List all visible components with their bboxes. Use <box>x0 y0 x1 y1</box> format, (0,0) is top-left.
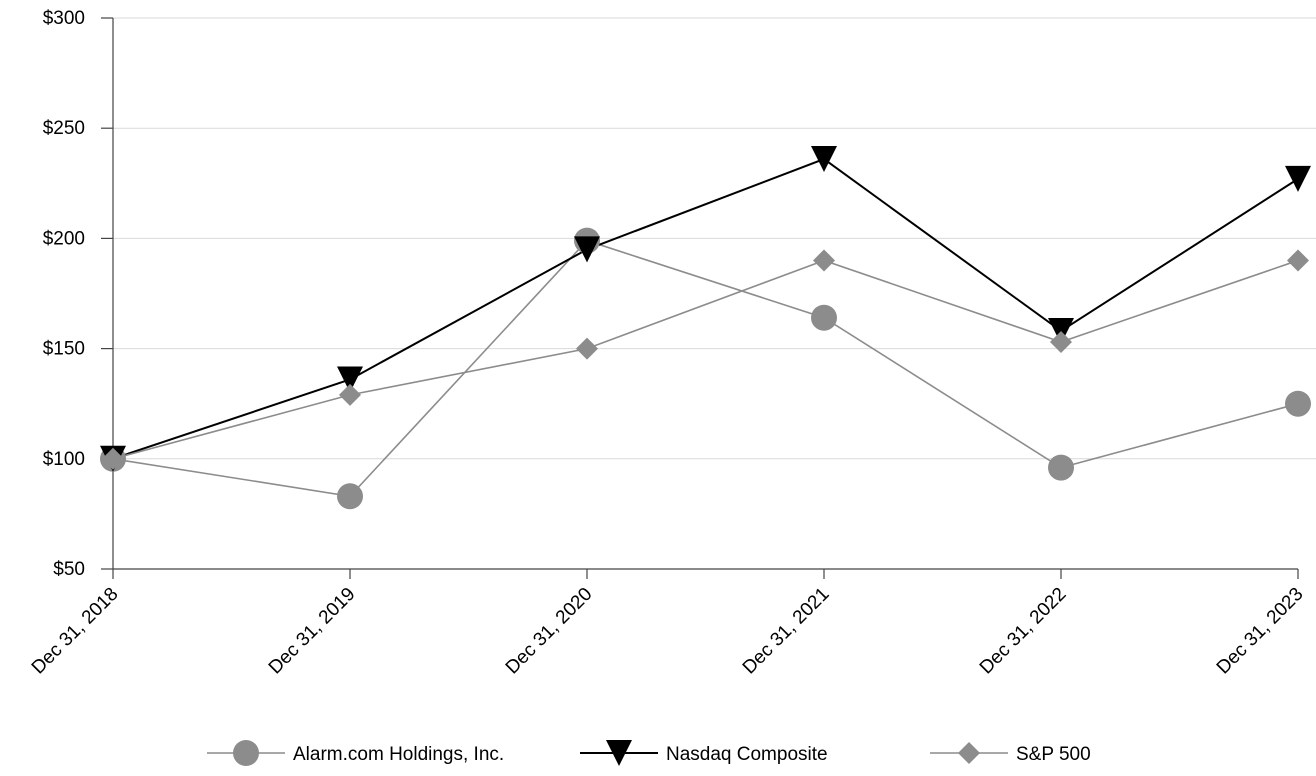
series-2-point <box>339 383 361 406</box>
legend-marker-triangle-down <box>606 740 632 766</box>
x-tick-label: Dec 31, 2018 <box>28 584 123 679</box>
series-0-point <box>811 304 837 331</box>
series-1-point <box>1048 317 1074 344</box>
series-2-point <box>813 249 835 272</box>
x-tick-label: Dec 31, 2020 <box>502 584 597 679</box>
legend-marker-diamond <box>958 742 980 764</box>
y-tick-label: $50 <box>53 559 85 580</box>
series-0-point <box>337 483 363 510</box>
series-1-point <box>1285 165 1311 192</box>
series-1-point <box>574 236 600 263</box>
series-1-point <box>337 366 363 393</box>
series-layer <box>100 146 1311 510</box>
y-tick-label: $200 <box>43 228 85 249</box>
series-2-point <box>102 447 124 470</box>
series-0-point <box>1048 454 1074 481</box>
grid-layer <box>113 17 1316 460</box>
x-tick-label: Dec 31, 2022 <box>976 584 1071 679</box>
y-tick-label: $100 <box>43 449 85 470</box>
axis-layer: $50 $100 $150 $200 $250 $300 Dec 31, 2018 Dec 3… <box>28 8 1308 678</box>
legend-label: Nasdaq Composite <box>666 744 828 765</box>
series-2-point <box>1050 330 1072 353</box>
series-line-1 <box>112 157 1299 460</box>
series-line-0 <box>112 239 1299 498</box>
series-2-point <box>1287 249 1309 272</box>
series-line-2 <box>112 259 1299 460</box>
x-tick-label: Dec 31, 2023 <box>1213 584 1308 679</box>
series-0-point <box>1285 390 1311 417</box>
y-tick-label: $150 <box>43 339 85 360</box>
series-2-point <box>576 337 598 360</box>
legend-label: S&P 500 <box>1016 744 1091 765</box>
series-1-point <box>811 146 837 173</box>
legend-label: Alarm.com Holdings, Inc. <box>293 744 504 765</box>
legend: Alarm.com Holdings, Inc. Nasdaq Composite… <box>207 740 1091 766</box>
legend-marker-circle <box>233 740 259 766</box>
x-tick-label: Dec 31, 2021 <box>739 584 834 679</box>
y-tick-label: $250 <box>43 118 85 139</box>
x-tick-label: Dec 31, 2019 <box>265 584 360 679</box>
y-tick-label: $300 <box>43 8 85 29</box>
